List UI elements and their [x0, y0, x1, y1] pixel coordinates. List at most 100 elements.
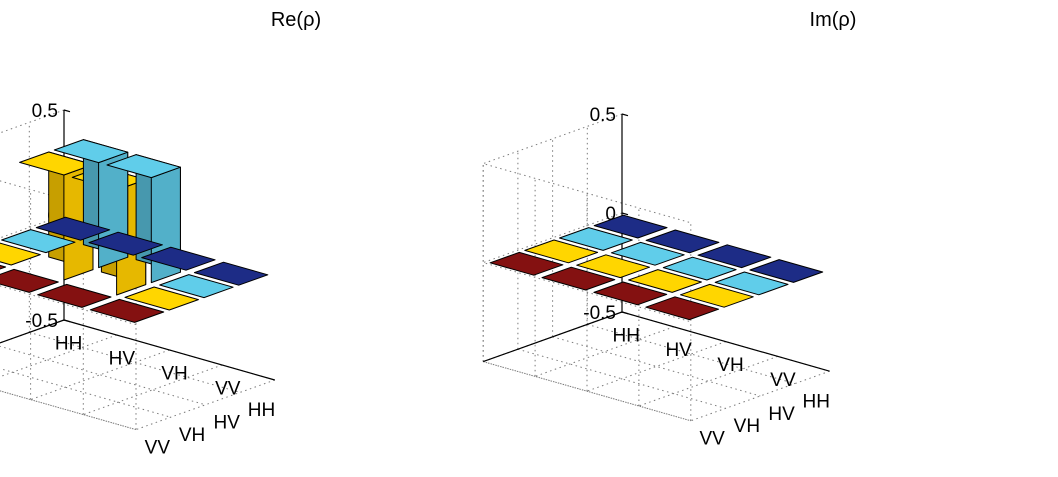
bar-top-face	[662, 256, 737, 281]
bar-top-face	[141, 246, 216, 271]
column-tick-label: VV	[699, 429, 725, 450]
bar-r1-c4	[0, 264, 7, 270]
bar-top-face	[697, 244, 772, 269]
gridline	[638, 355, 778, 407]
gridline	[534, 326, 675, 377]
bar-r1-c3	[524, 239, 599, 264]
bars	[489, 214, 824, 321]
bar-top-face	[593, 214, 668, 239]
column-tick-label: VV	[145, 437, 171, 458]
row-tick-label: HH	[55, 334, 82, 355]
bar-r4-c1	[193, 261, 269, 286]
column-tick-label: HH	[248, 400, 275, 421]
bar-top-face	[0, 268, 59, 293]
bar-top-face	[645, 296, 720, 321]
gridline	[483, 361, 691, 422]
bar-top-face	[489, 251, 564, 276]
row-tick-label: VH	[717, 355, 743, 376]
bar-top-face	[593, 281, 668, 306]
bar-top-face	[749, 259, 824, 283]
bar-top-face	[714, 271, 789, 296]
bar-top-face	[159, 274, 234, 299]
z-tick-mark	[621, 113, 629, 117]
column-tick-label: VH	[179, 425, 205, 446]
real-part-title: Re(ρ)	[271, 9, 321, 31]
x-axis-line	[621, 311, 830, 372]
z-tick-label: -0.5	[25, 311, 58, 332]
gridline	[552, 336, 761, 397]
bar-r4-c2	[714, 271, 789, 296]
bar-top-face	[37, 283, 112, 308]
bar-r3-c4	[593, 281, 668, 306]
gridline	[587, 323, 796, 385]
column-tick-label: HV	[768, 404, 795, 425]
bar-r4-c3	[124, 286, 199, 311]
z-tick-mark	[63, 319, 71, 323]
x-axis-line	[63, 319, 275, 381]
bar-r3-c1	[697, 244, 772, 269]
bar-r4-c2	[159, 274, 234, 299]
row-tick-label: HV	[665, 340, 692, 361]
bar-r3-c4	[37, 283, 112, 308]
bar-r2-c3	[19, 151, 94, 281]
bar-top-face	[35, 216, 111, 241]
bar-r1-c3	[0, 242, 41, 266]
y-axis-line	[482, 311, 623, 363]
bar-top-face	[576, 254, 650, 279]
row-tick-label: VH	[161, 364, 187, 385]
bar-r2-c4	[541, 266, 616, 291]
bar-r2-c4	[0, 268, 59, 293]
bar-r2-c1	[88, 231, 163, 256]
bar-r2-c3	[576, 254, 650, 279]
gridline	[586, 341, 726, 392]
z-tick-mark	[621, 212, 629, 216]
bar-r1-c4	[489, 251, 564, 276]
bar-top-face	[541, 266, 616, 291]
bar-r1-c1	[35, 216, 111, 241]
z-tick-label: 0.5	[32, 101, 58, 122]
gridline	[0, 390, 137, 431]
bar-r4-c4	[645, 296, 720, 321]
bar-top-face	[680, 283, 754, 308]
bar-top-face	[559, 227, 633, 251]
z-tick-label: 0.5	[590, 105, 616, 126]
axes: -0.5 0 0.5 HH HV VH VV HH HV VH VV	[482, 105, 830, 450]
z-tick-label: 0	[605, 204, 616, 225]
bar-top-face	[106, 154, 181, 179]
bar-top-face	[89, 298, 165, 323]
bar-r1-c2	[559, 227, 633, 251]
bar-top-face	[53, 139, 129, 164]
z-tick-mark	[621, 311, 629, 315]
imaginary-part-panel: Im(ρ) -0.5 0 0.5 HH HV VH VV HH HV VH VV	[481, 9, 856, 450]
bar-top-face	[88, 231, 163, 256]
z-tick-mark	[63, 109, 71, 113]
gridline	[83, 364, 223, 416]
gridline	[517, 348, 726, 409]
gridline	[481, 311, 691, 422]
bars	[0, 139, 269, 323]
gridline	[30, 349, 170, 401]
column-tick-label: HV	[214, 413, 241, 434]
bar-top-face	[0, 264, 7, 270]
bar-r4-c3	[680, 283, 754, 308]
row-tick-label: HV	[109, 349, 136, 370]
bar-r3-c2	[662, 256, 737, 281]
row-tick-label: VV	[770, 370, 796, 391]
bar-top-face	[124, 286, 199, 311]
bar-r2-c2	[610, 241, 685, 266]
bar-top-face	[645, 229, 720, 254]
y-axis-line	[0, 319, 65, 344]
bar-top-face	[628, 269, 702, 293]
bar-r2-c1	[645, 229, 720, 254]
row-tick-label: HH	[612, 325, 639, 346]
bar-r3-c1	[141, 246, 216, 271]
bar-top-face	[0, 242, 41, 266]
bar-top-face	[19, 151, 94, 176]
bar-r3-c3	[628, 269, 702, 293]
row-tick-label: VV	[215, 379, 241, 400]
bar-r4-c4	[89, 298, 165, 323]
z-tick-label: -0.5	[583, 303, 616, 324]
bar-r1-c2	[1, 229, 76, 254]
